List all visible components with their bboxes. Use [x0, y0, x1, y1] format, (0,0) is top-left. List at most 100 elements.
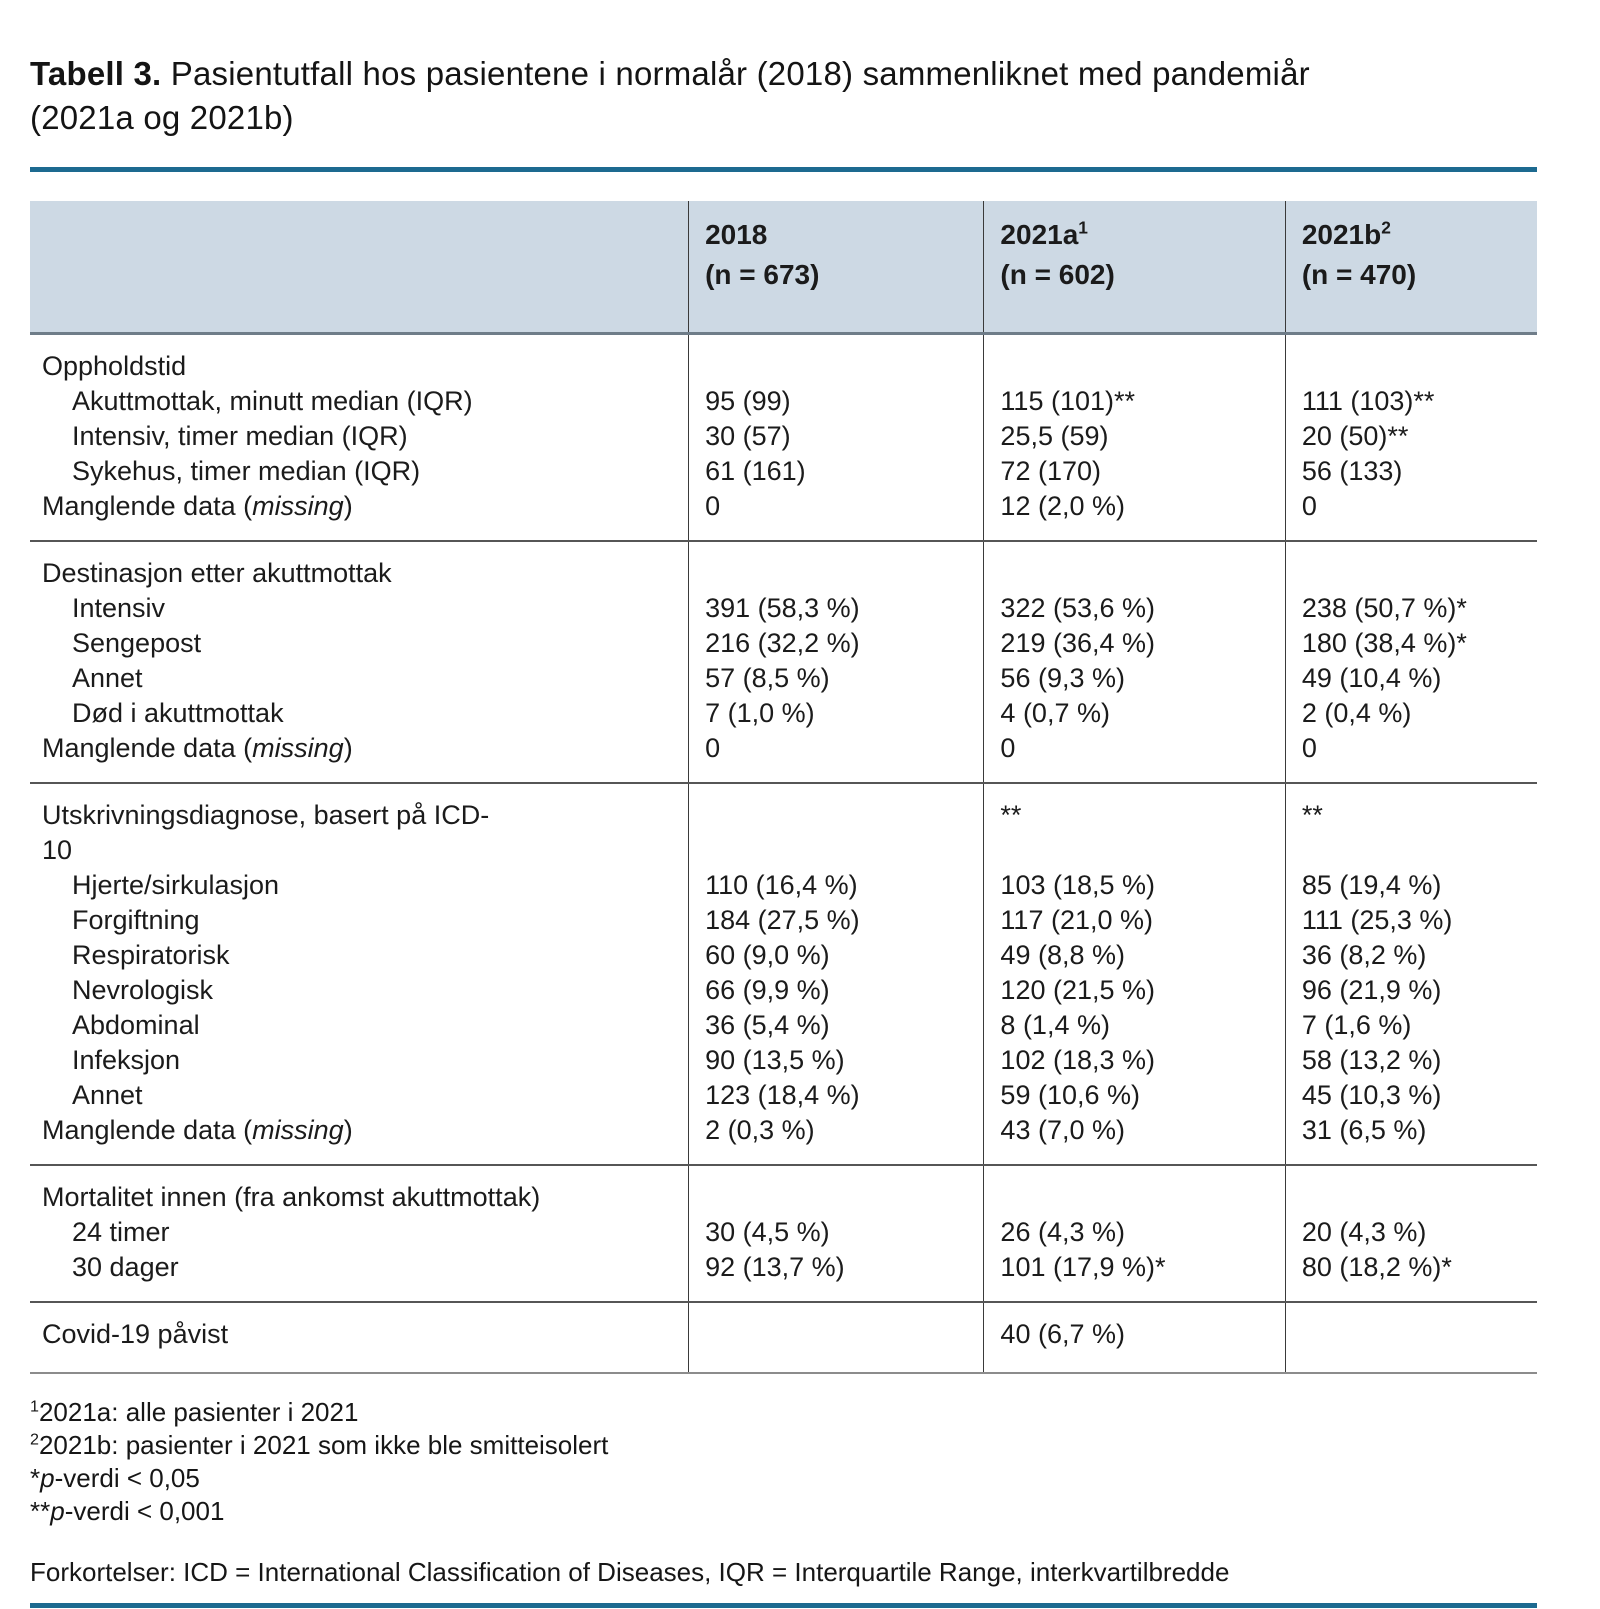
cell-value	[688, 540, 984, 591]
column-header-2021b: 2021b2 (n = 470)	[1284, 201, 1537, 335]
cell-value: 0	[1284, 488, 1537, 541]
cell-value: 7 (1,0 %)	[688, 695, 984, 731]
year-label: 2021b	[1301, 219, 1382, 250]
row-label-text: Intensiv	[72, 592, 166, 623]
row-label-text: Manglende data (	[42, 732, 253, 763]
table-row: Covid-19 påvist 40 (6,7 %)	[30, 1301, 1537, 1373]
cell-value: 184 (27,5 %)	[688, 902, 984, 938]
footnote: 12021a: alle pasienter i 2021	[30, 1396, 1536, 1429]
row-label: Manglende data (missing)	[30, 489, 689, 541]
cell-value: 31 (6,5 %)	[1284, 1112, 1537, 1165]
table-row: 30 dager 92 (13,7 %) 101 (17,9 %)* 80 (18,2…	[30, 1249, 1537, 1302]
row-label-text: Annet	[72, 1079, 143, 1110]
row-label: Sengepost	[30, 626, 689, 661]
column-year: 2018	[705, 215, 967, 255]
row-label: 24 timer	[30, 1215, 689, 1250]
row-label-italic: missing	[252, 490, 344, 521]
cell-value: 92 (13,7 %)	[688, 1249, 984, 1302]
footnote-text: 2021b: pasienter i 2021 som ikke ble smi…	[38, 1429, 609, 1460]
cell-value: 59 (10,6 %)	[983, 1077, 1286, 1113]
cell-value: 2 (0,4 %)	[1284, 695, 1537, 731]
row-label-italic: missing	[252, 1114, 344, 1145]
row-label-text: Sykehus, timer median (IQR)	[72, 455, 421, 486]
bottom-rule	[30, 1602, 1537, 1608]
cell-value: 36 (5,4 %)	[688, 1007, 984, 1043]
footnote-italic: p	[40, 1462, 55, 1493]
column-header-2018: 2018 (n = 673)	[688, 201, 984, 335]
cell-value: 216 (32,2 %)	[688, 625, 984, 661]
abbreviations-note: Forkortelser: ICD = International Classi…	[30, 1556, 1230, 1587]
row-label-text: Oppholdstid	[42, 350, 187, 381]
table-row: Akuttmottak, minutt median (IQR) 95 (99) 1…	[30, 383, 1537, 419]
top-rule	[30, 167, 1537, 172]
cell-value: 95 (99)	[688, 383, 984, 419]
row-label: Mortalitet innen (fra ankomst akuttmotta…	[30, 1165, 689, 1215]
cell-value: 219 (36,4 %)	[983, 625, 1286, 661]
cell-value: 0	[1284, 730, 1537, 783]
cell-value: 4 (0,7 %)	[983, 695, 1286, 731]
row-label: Akuttmottak, minutt median (IQR)	[30, 384, 689, 419]
row-label-text: Mortalitet innen (fra ankomst akuttmotta…	[42, 1181, 541, 1212]
cell-value: 36 (8,2 %)	[1284, 937, 1537, 973]
footnote-marker: **	[30, 1495, 51, 1526]
footnote-text: -verdi < 0,05	[54, 1462, 200, 1493]
corner-cell	[30, 201, 689, 335]
cell-value: 0	[983, 730, 1286, 783]
cell-value: 117 (21,0 %)	[983, 902, 1286, 938]
year-label: 2018	[705, 219, 768, 250]
cell-value: 0	[688, 730, 984, 783]
table-row: Forgiftning 184 (27,5 %) 117 (21,0 %) 111 (…	[30, 902, 1537, 938]
row-label: Sykehus, timer median (IQR)	[30, 454, 689, 489]
table-row: Destinasjon etter akuttmottak	[30, 540, 1537, 591]
table-row: Annet 123 (18,4 %) 59 (10,6 %) 45 (10,3 %)	[30, 1077, 1537, 1113]
row-label: Covid-19 påvist	[30, 1302, 689, 1373]
cell-value: 101 (17,9 %)*	[983, 1249, 1286, 1302]
row-label-text: Nevrologisk	[72, 974, 214, 1005]
cell-value	[983, 1164, 1286, 1215]
footnote-text: -verdi < 0,001	[64, 1495, 225, 1526]
table-row: Død i akuttmottak 7 (1,0 %) 4 (0,7 %) 2 (0,…	[30, 695, 1537, 731]
cell-value: 238 (50,7 %)*	[1284, 590, 1537, 626]
row-label: Destinasjon etter akuttmottak	[30, 541, 689, 591]
cell-value	[688, 1301, 984, 1373]
column-n: (n = 602)	[1000, 259, 1115, 290]
cell-value: 111 (103)**	[1284, 383, 1537, 419]
table-row: Nevrologisk 66 (9,9 %) 120 (21,5 %) 96 (21,…	[30, 972, 1537, 1008]
row-label-italic: missing	[252, 732, 344, 763]
cell-value: 58 (13,2 %)	[1284, 1042, 1537, 1078]
table-title: Tabell 3. Pasientutfall hos pasientene i…	[30, 52, 1340, 140]
cell-value	[1284, 333, 1537, 384]
cell-value: 90 (13,5 %)	[688, 1042, 984, 1078]
table-header: 2018 (n = 673) 2021a1 (n = 602) 2021b2 (…	[30, 201, 1537, 335]
cell-value: 49 (8,8 %)	[983, 937, 1286, 973]
row-label-text: )	[343, 1114, 353, 1145]
cell-value	[983, 540, 1286, 591]
cell-value: 85 (19,4 %)	[1284, 867, 1537, 903]
row-label-text: Covid-19 påvist	[42, 1318, 229, 1349]
row-label: 30 dager	[30, 1250, 689, 1302]
row-label-text: Destinasjon etter akuttmottak	[42, 557, 392, 588]
cell-value	[1284, 540, 1537, 591]
superscript-marker: 2	[30, 1429, 39, 1448]
footnote-marker: *	[30, 1462, 41, 1493]
cell-value: 26 (4,3 %)	[983, 1214, 1286, 1250]
cell-value	[688, 1164, 984, 1215]
cell-value: 391 (58,3 %)	[688, 590, 984, 626]
row-label-text: Respiratorisk	[72, 939, 230, 970]
row-label: Hjerte/sirkulasjon	[30, 868, 689, 903]
table-row: Utskrivningsdiagnose, basert på ICD-10 **…	[30, 782, 1537, 868]
cell-value	[688, 333, 984, 384]
row-label-text: Abdominal	[72, 1009, 200, 1040]
table-row: Mortalitet innen (fra ankomst akuttmotta…	[30, 1164, 1537, 1215]
cell-value: 40 (6,7 %)	[983, 1301, 1286, 1373]
table-row: Manglende data (missing) 0 12 (2,0 %) 0	[30, 488, 1537, 541]
row-label: Intensiv	[30, 591, 689, 626]
footnotes: 12021a: alle pasienter i 2021 22021b: pa…	[30, 1396, 1536, 1528]
cell-value: 25,5 (59)	[983, 418, 1286, 454]
table-row: Sengepost 216 (32,2 %) 219 (36,4 %) 180 (38…	[30, 625, 1537, 661]
row-label: Forgiftning	[30, 903, 689, 938]
cell-value: 43 (7,0 %)	[983, 1112, 1286, 1165]
row-label: Intensiv, timer median (IQR)	[30, 419, 689, 454]
table-row: 24 timer 30 (4,5 %) 26 (4,3 %) 20 (4,3 %)	[30, 1214, 1537, 1250]
cell-value: 8 (1,4 %)	[983, 1007, 1286, 1043]
